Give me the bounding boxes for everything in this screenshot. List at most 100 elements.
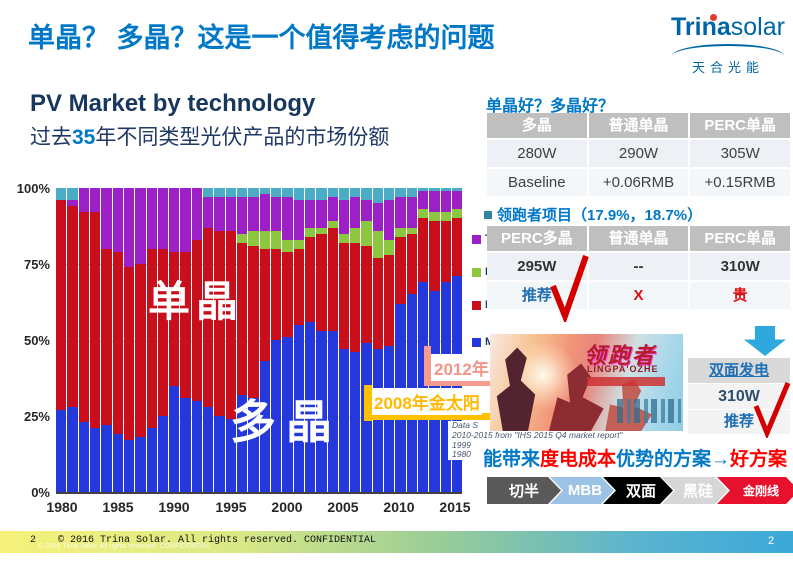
bar-2010 (395, 188, 406, 492)
bar-segment (372, 257, 384, 350)
bar-segment (406, 197, 417, 228)
bar-segment (338, 242, 350, 350)
bar-segment (248, 197, 259, 231)
x-tick-label: 2000 (271, 499, 303, 515)
bar-segment (56, 409, 67, 492)
bar-segment (123, 440, 135, 492)
table-cell: 280W (487, 140, 587, 167)
x-tick-label: 2015 (439, 499, 471, 515)
gridline-25 (56, 417, 462, 418)
bar-segment (395, 197, 406, 228)
bar-segment (429, 191, 440, 213)
bar-2004 (327, 188, 338, 492)
bar-segment (282, 197, 293, 240)
bar-segment (316, 188, 327, 201)
bar-segment (112, 251, 123, 435)
x-tick-label: 1980 (46, 499, 78, 515)
bar-segment (225, 230, 236, 420)
bar-1984 (101, 188, 112, 492)
bar-segment (304, 236, 316, 322)
bar-segment (112, 188, 123, 252)
footer-copyright-faint: © 2016 Trina Solar. All rights reserved.… (38, 543, 211, 550)
bar-segment (237, 242, 248, 395)
bar-1997 (248, 188, 259, 492)
bar-segment (361, 245, 372, 344)
bar-2003 (316, 188, 327, 492)
bar-segment (169, 188, 180, 252)
city-skyline (617, 399, 681, 423)
data-source-line: 2010-2015 from "IHS 2015 Q4 market repor… (452, 429, 623, 440)
bar-segment (440, 212, 451, 222)
bar-segment (338, 200, 350, 234)
bar-segment (214, 197, 225, 231)
bar-segment (327, 188, 338, 198)
table-cell: -- (588, 253, 689, 280)
chevron-3: 双面 (603, 477, 673, 504)
bar-segment (406, 227, 417, 234)
data-source-line: Data S (452, 420, 478, 430)
table-cell: 295W (487, 253, 587, 280)
overlay-label-mono: 单晶 (148, 278, 245, 325)
table-header-cell: PERC多晶 (487, 226, 587, 251)
logo-wordmark: Trinasolar (671, 14, 785, 40)
bar-segment (440, 188, 451, 192)
bar-segment (78, 212, 89, 423)
bar-segment (293, 200, 304, 240)
x-tick-label: 1995 (215, 499, 247, 515)
bar-segment (191, 400, 203, 492)
callout-2012-horizontal-bar (424, 379, 530, 386)
y-tick-label: 75% (23, 257, 50, 272)
bar-segment (451, 191, 463, 210)
bar-segment (78, 422, 89, 492)
bar-1995 (225, 188, 236, 492)
legend-item: M (472, 336, 494, 348)
mono-vs-multi-table: 多晶 普通单晶 PERC单晶 280W 290W 305W Baseline +0.06RMB… (487, 113, 790, 196)
chart-subtitle-number: 35 (72, 126, 96, 149)
image-title-en: LINGPA'OZHE (587, 364, 659, 374)
logo-arc-icon (672, 44, 784, 56)
bar-segment (316, 200, 327, 228)
bar-segment (146, 248, 157, 429)
bifacial-power: 310W (688, 384, 790, 409)
legend-swatch-icon (472, 300, 481, 310)
bar-segment (429, 188, 440, 192)
bar-segment (304, 188, 316, 201)
cost-line-part: → (711, 449, 731, 470)
bar-segment (327, 221, 338, 228)
bar-1991 (180, 188, 191, 492)
bar-segment (135, 437, 146, 492)
checkmark-icon (550, 255, 589, 322)
bar-segment (327, 330, 338, 492)
chart-subtitle-suffix: 年不同类型光伏产品的市场份额 (95, 126, 390, 149)
bar-segment (304, 227, 316, 237)
bar-segment (237, 188, 248, 198)
bar-segment (146, 428, 157, 492)
bar-segment (440, 282, 451, 492)
legend-item: I (472, 266, 488, 278)
bar-segment (293, 188, 304, 201)
bar-segment (248, 188, 259, 198)
x-tick-label: 2005 (327, 499, 359, 515)
bar-segment (225, 188, 236, 198)
logo-chinese-name: 天合光能 (691, 60, 764, 75)
bar-segment (259, 194, 270, 231)
chart-title: PV Market by technology (30, 90, 316, 117)
bar-segment (191, 239, 203, 401)
callout-2008-text: 2008年金太阳 (372, 388, 482, 415)
bar-1985 (112, 188, 123, 492)
bar-segment (316, 233, 327, 331)
table-cell: +0.15RMB (690, 169, 790, 196)
bar-segment (123, 267, 135, 441)
bar-segment (67, 200, 78, 207)
bar-segment (214, 416, 225, 492)
data-source-line: 1980 (452, 449, 471, 460)
bar-segment (451, 188, 463, 192)
bar-segment (406, 188, 417, 198)
bar-segment (259, 361, 270, 492)
bar-segment (157, 188, 169, 249)
bar-1987 (135, 188, 146, 492)
bar-segment (237, 233, 248, 243)
bar-segment (248, 397, 259, 492)
bar-segment (123, 188, 135, 268)
